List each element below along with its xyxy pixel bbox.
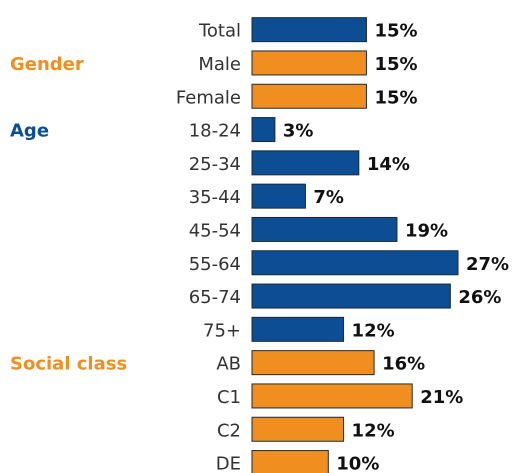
value-label: 16% — [382, 354, 425, 375]
group-label: Age — [10, 121, 49, 142]
value-label: 3% — [283, 121, 314, 142]
bar — [251, 283, 451, 309]
group-label: Gender — [10, 54, 84, 75]
value-label: 7% — [313, 187, 344, 208]
category-label: Female — [176, 87, 241, 108]
value-label: 21% — [420, 387, 463, 408]
bar — [251, 117, 276, 143]
value-label: 19% — [405, 220, 448, 241]
value-label: 15% — [374, 21, 417, 42]
bar — [251, 216, 398, 242]
bar — [251, 50, 367, 76]
value-label: 27% — [466, 254, 509, 275]
value-label: 15% — [374, 54, 417, 75]
bar — [251, 316, 345, 342]
category-label: C2 — [217, 420, 241, 441]
bar — [251, 416, 345, 442]
category-label: DE — [216, 454, 241, 473]
bar — [251, 150, 360, 176]
value-label: 12% — [352, 320, 395, 341]
category-label: Total — [198, 21, 241, 42]
value-label: 14% — [367, 154, 410, 175]
category-label: Male — [198, 54, 241, 75]
category-label: 25-34 — [189, 154, 241, 175]
value-label: 10% — [336, 454, 379, 473]
bar — [251, 450, 329, 473]
category-label: 75+ — [203, 320, 241, 341]
category-label: 35-44 — [189, 187, 241, 208]
bar — [251, 83, 367, 109]
category-label: AB — [216, 354, 241, 375]
bar — [251, 17, 367, 43]
category-label: 18-24 — [189, 121, 241, 142]
value-label: 15% — [374, 87, 417, 108]
category-label: 45-54 — [189, 220, 241, 241]
group-label: Social class — [10, 354, 127, 375]
value-label: 26% — [458, 287, 501, 308]
category-label: C1 — [217, 387, 241, 408]
bar — [251, 183, 306, 209]
category-label: 55-64 — [189, 254, 241, 275]
bar — [251, 250, 459, 276]
category-label: 65-74 — [189, 287, 241, 308]
bar — [251, 350, 375, 376]
bar — [251, 383, 413, 409]
value-label: 12% — [352, 420, 395, 441]
